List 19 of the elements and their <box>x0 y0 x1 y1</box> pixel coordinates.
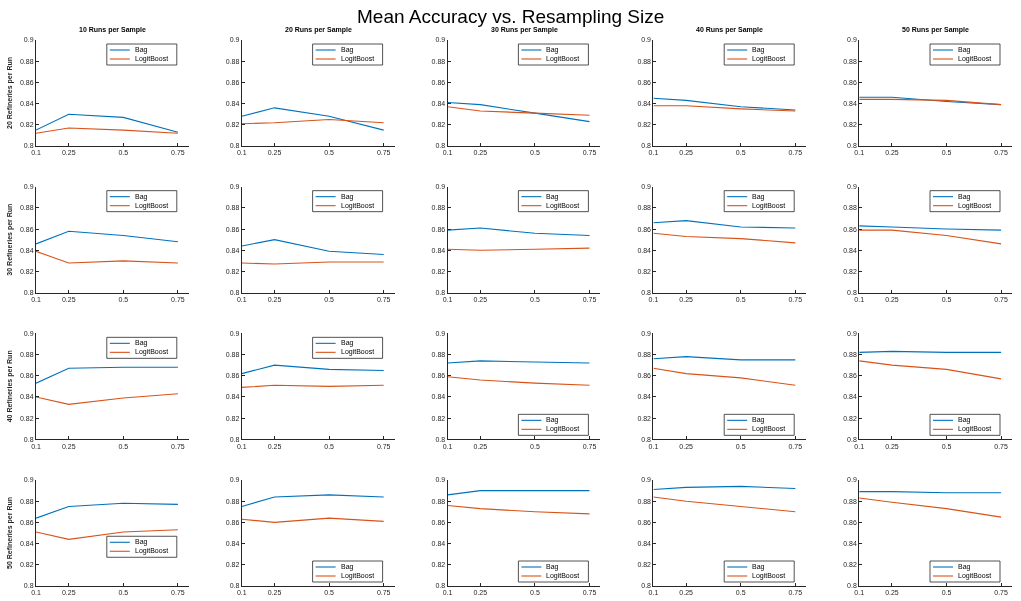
text: Mean Accuracy vs. Resampling Size <box>357 6 665 27</box>
line-series <box>447 106 591 116</box>
line-series <box>653 232 796 244</box>
line-series <box>653 97 796 111</box>
line-series <box>36 230 179 245</box>
line-series <box>859 497 1002 518</box>
line-series <box>241 239 385 256</box>
line-series <box>447 101 591 123</box>
line-series <box>653 367 796 386</box>
line-series <box>653 496 796 513</box>
line-series <box>859 360 1002 380</box>
line-series <box>447 227 591 236</box>
line-series <box>36 502 179 519</box>
line-series <box>447 376 591 386</box>
line-series <box>36 393 179 405</box>
line-series <box>447 504 591 515</box>
line-series <box>36 113 179 133</box>
line-series <box>653 220 796 229</box>
line-series <box>241 364 385 375</box>
